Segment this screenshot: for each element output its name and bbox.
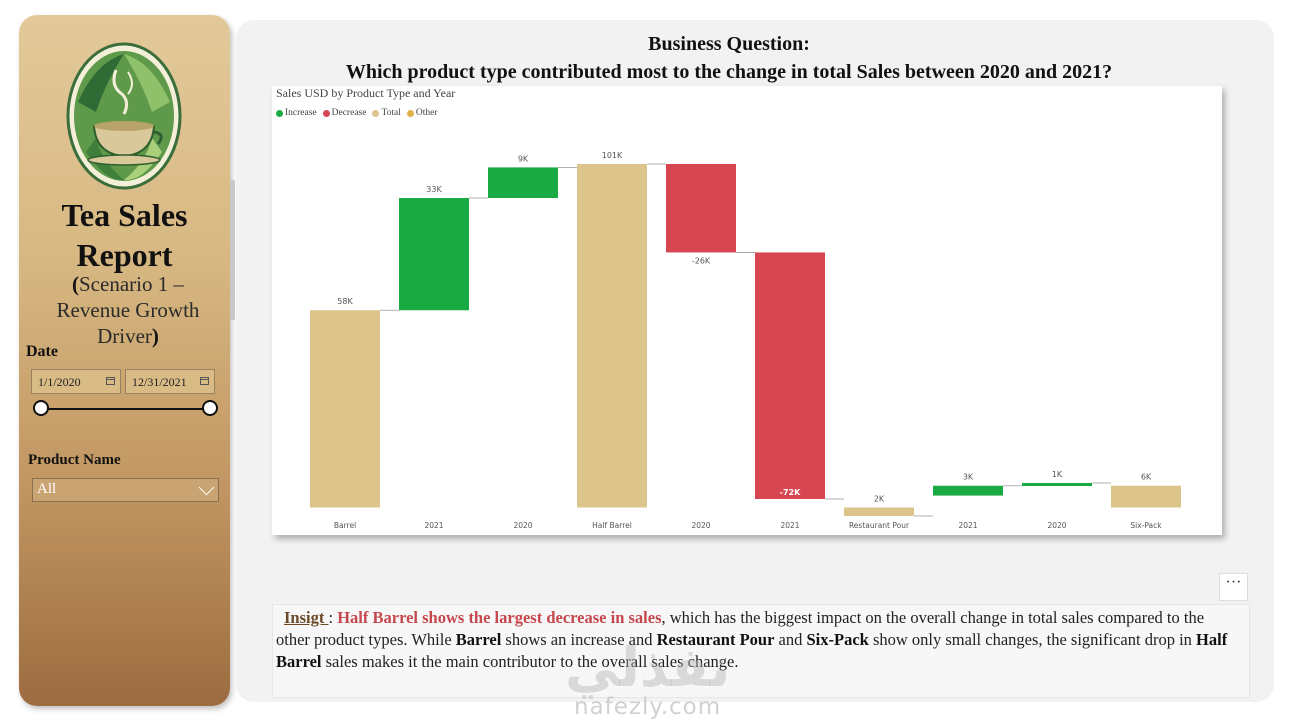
category-label: 2020 xyxy=(1047,521,1066,530)
data-label: 101K xyxy=(602,151,623,160)
legend-total[interactable]: Total xyxy=(372,108,401,118)
legend-increase-label: Increase xyxy=(285,108,317,118)
slider-start-handle[interactable] xyxy=(33,400,49,416)
legend-decrease-swatch xyxy=(322,109,330,117)
data-label: 33K xyxy=(426,185,442,194)
waterfall-bar[interactable] xyxy=(399,198,469,311)
data-label: 2K xyxy=(874,494,885,503)
subtitle-open-paren: ( xyxy=(72,272,79,296)
subtitle-close-paren: ) xyxy=(151,324,159,348)
more-options-button[interactable]: ··· xyxy=(1219,573,1248,601)
legend-other[interactable]: Other xyxy=(406,108,438,118)
date-label: Date xyxy=(26,343,58,360)
end-date-value: 12/31/2021 xyxy=(132,375,187,389)
filter-sidebar: Tea Sales Report (Scenario 1 – Revenue G… xyxy=(19,15,230,706)
insight-b1: Barrel xyxy=(455,630,502,649)
legend-decrease[interactable]: Decrease xyxy=(322,108,367,118)
slider-end-handle[interactable] xyxy=(202,400,218,416)
waterfall-bar[interactable] xyxy=(1022,483,1092,487)
insight-t3: and xyxy=(774,630,807,649)
legend-other-label: Other xyxy=(415,108,438,118)
waterfall-bar[interactable] xyxy=(933,485,1003,496)
business-question-title: Business Question: xyxy=(648,33,810,55)
legend-decrease-label: Decrease xyxy=(331,108,367,118)
data-label: 9K xyxy=(518,154,529,163)
chart-title: Sales USD by Product Type and Year xyxy=(276,86,456,100)
watermark-text: nafezly.com xyxy=(574,694,722,720)
waterfall-bar[interactable] xyxy=(577,164,647,508)
insight-highlight: Half Barrel shows the largest decrease i… xyxy=(337,608,662,627)
waterfall-bar[interactable] xyxy=(755,252,825,499)
category-label: Six-Pack xyxy=(1130,521,1162,530)
data-label: 3K xyxy=(963,473,974,482)
insight-t1: , which has the biggest impact on the ov… xyxy=(276,608,1205,649)
category-label: Restaurant Pour xyxy=(849,521,910,530)
waterfall-chart-card[interactable]: Sales USD by Product Type and Year Incre… xyxy=(272,86,1222,535)
insight-b2: Restaurant Pour xyxy=(656,630,775,649)
category-label: 2021 xyxy=(958,521,977,530)
insight-box xyxy=(272,604,1250,698)
insight-b3: Six-Pack xyxy=(806,630,869,649)
category-label: Barrel xyxy=(334,521,356,530)
insight-colon: : xyxy=(328,608,338,627)
category-label: 2021 xyxy=(424,521,443,530)
legend-total-swatch xyxy=(372,109,380,117)
insight-t5: sales makes it the main contributor to t… xyxy=(321,652,739,671)
waterfall-bar[interactable] xyxy=(1111,485,1181,508)
insight-t2: shows an increase and xyxy=(501,630,657,649)
insight-label: Insigt xyxy=(284,608,329,627)
start-date-value: 1/1/2020 xyxy=(38,375,81,389)
product-name-label: Product Name xyxy=(28,452,121,468)
sidebar-scrollbar[interactable] xyxy=(230,180,235,320)
product-name-dropdown[interactable]: All xyxy=(32,478,219,502)
legend-other-swatch xyxy=(406,109,414,117)
business-question-text: Which product type contributed most to t… xyxy=(345,61,1113,83)
waterfall-bar[interactable] xyxy=(310,310,380,508)
data-label: -72K xyxy=(780,488,801,497)
insight-b4: Half Barrel xyxy=(276,630,1228,671)
category-label: Half Barrel xyxy=(592,521,632,530)
insight-t4: show only small changes, the significant… xyxy=(868,630,1197,649)
calendar-icon[interactable] xyxy=(200,377,209,385)
chevron-down-icon xyxy=(198,479,215,496)
waterfall-chart: 58K Barrel 33K 2021 9K 2020 101K Half Barrel -26… xyxy=(310,151,1181,530)
data-label: 1K xyxy=(1052,470,1063,479)
start-date-input[interactable]: 1/1/2020 xyxy=(31,369,121,394)
legend-total-label: Total xyxy=(381,108,401,118)
end-date-input[interactable]: 12/31/2021 xyxy=(125,369,215,394)
business-question: Business Question: Which product type co… xyxy=(236,30,1222,86)
category-label: 2020 xyxy=(513,521,532,530)
subtitle-text: Scenario 1 – Revenue Growth Driver xyxy=(56,272,200,348)
data-label: 58K xyxy=(337,297,353,306)
date-range-slider[interactable] xyxy=(41,408,211,410)
calendar-icon[interactable] xyxy=(106,377,115,385)
watermark-logo: نفذلي xyxy=(565,636,731,699)
data-label: 6K xyxy=(1141,473,1152,482)
tea-logo xyxy=(66,42,182,190)
report-subtitle: (Scenario 1 – Revenue Growth Driver) xyxy=(33,271,223,349)
legend-increase[interactable]: Increase xyxy=(276,108,317,118)
waterfall-bar[interactable] xyxy=(488,167,558,199)
report-title: Tea Sales Report xyxy=(61,197,188,273)
legend-increase-swatch xyxy=(276,109,283,117)
waterfall-bar[interactable] xyxy=(844,507,914,516)
product-name-value: All xyxy=(37,481,57,497)
insight-text: Insigt : Half Barrel shows the largest d… xyxy=(276,607,1236,673)
data-label: -26K xyxy=(692,256,711,265)
chart-legend: Increase Decrease Total Other xyxy=(276,108,437,118)
category-label: 2021 xyxy=(780,521,799,530)
category-label: 2020 xyxy=(691,521,710,530)
waterfall-bar[interactable] xyxy=(666,164,736,253)
